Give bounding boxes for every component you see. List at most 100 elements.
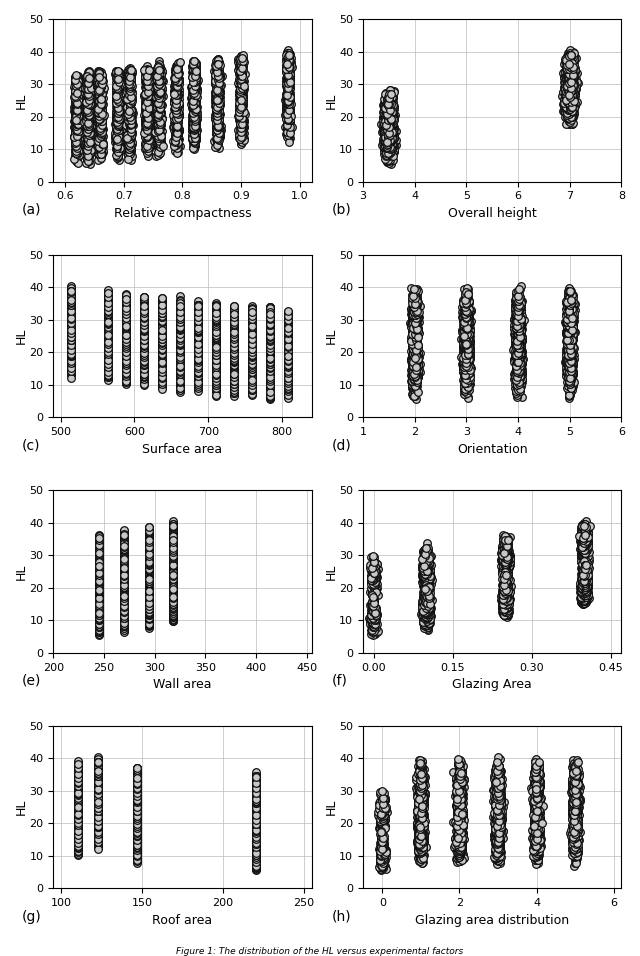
Point — [465, 332, 475, 347]
Point — [284, 68, 294, 83]
Point — [120, 367, 131, 382]
Point — [454, 808, 464, 823]
Point — [93, 782, 103, 797]
Point — [579, 560, 589, 576]
Point — [422, 566, 432, 581]
Point — [120, 313, 131, 328]
Point — [453, 814, 463, 829]
Point — [454, 780, 464, 795]
Point — [114, 78, 124, 94]
Point — [422, 566, 432, 581]
Point — [385, 98, 395, 114]
Point — [93, 566, 104, 581]
Point — [565, 67, 575, 82]
Point — [417, 831, 428, 846]
Point — [168, 588, 179, 603]
Point — [383, 98, 393, 113]
Point — [265, 338, 275, 354]
Point — [577, 577, 588, 593]
Point — [417, 767, 427, 782]
Point — [251, 795, 261, 811]
Point — [237, 110, 247, 125]
Point — [237, 73, 247, 88]
Point — [93, 573, 104, 588]
Point — [120, 354, 131, 369]
Point — [580, 584, 590, 599]
Point — [102, 345, 113, 360]
Point — [565, 342, 575, 358]
Point — [132, 840, 142, 856]
Point — [283, 112, 293, 127]
Point — [73, 834, 83, 849]
Point — [102, 289, 113, 304]
Point — [462, 337, 472, 353]
Point — [532, 785, 543, 800]
Point — [451, 816, 461, 832]
Point — [251, 827, 261, 842]
Point — [211, 347, 221, 362]
Point — [454, 784, 464, 799]
Point — [229, 369, 239, 384]
Point — [416, 814, 426, 829]
Point — [567, 80, 577, 96]
Point — [492, 833, 502, 848]
Point — [93, 601, 104, 617]
Point — [565, 60, 575, 76]
Point — [251, 819, 261, 835]
Point — [383, 111, 394, 126]
Point — [501, 579, 511, 595]
Point — [118, 614, 129, 629]
Point — [139, 301, 149, 316]
Point — [383, 124, 393, 140]
Point — [461, 324, 471, 339]
Point — [578, 582, 588, 598]
Point — [580, 588, 590, 603]
Point — [513, 352, 523, 367]
Point — [570, 794, 580, 810]
Point — [139, 356, 149, 371]
Point — [132, 815, 142, 830]
Point — [168, 578, 179, 594]
Point — [563, 96, 573, 111]
Point — [284, 346, 294, 361]
Point — [463, 301, 473, 316]
Point — [512, 335, 522, 350]
Point — [422, 569, 432, 584]
Point — [515, 373, 525, 388]
Point — [565, 67, 575, 82]
Point — [461, 372, 472, 387]
Point — [251, 773, 261, 789]
Point — [70, 95, 81, 110]
Point — [251, 787, 261, 802]
Point — [251, 828, 261, 843]
Point — [412, 349, 422, 364]
Point — [93, 554, 104, 570]
Point — [386, 128, 396, 143]
Point — [499, 603, 509, 619]
Point — [568, 809, 579, 824]
Point — [420, 573, 431, 588]
Point — [188, 141, 198, 156]
Point — [502, 559, 512, 575]
Point — [414, 797, 424, 813]
Point — [247, 363, 257, 379]
Point — [532, 812, 542, 827]
Point — [415, 763, 426, 778]
Point — [384, 115, 394, 130]
Point — [580, 532, 591, 547]
Point — [66, 352, 76, 367]
Point — [455, 788, 465, 803]
Point — [451, 832, 461, 847]
Point — [565, 108, 575, 123]
Point — [154, 83, 164, 98]
Point — [193, 298, 203, 314]
Point — [369, 581, 380, 597]
Point — [563, 78, 573, 94]
Point — [168, 566, 179, 581]
Point — [143, 555, 154, 571]
Point — [189, 70, 200, 85]
Point — [251, 842, 261, 858]
Point — [93, 818, 103, 834]
Point — [102, 343, 113, 358]
Point — [73, 758, 83, 773]
